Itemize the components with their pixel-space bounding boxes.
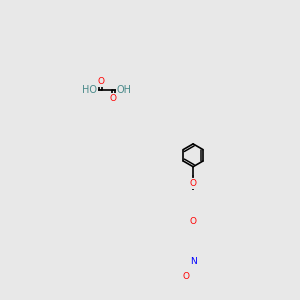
Text: O: O <box>183 272 190 281</box>
Text: OH: OH <box>116 85 131 95</box>
Text: N: N <box>190 257 196 266</box>
Text: O: O <box>190 179 196 188</box>
Text: O: O <box>110 94 117 103</box>
Text: O: O <box>190 217 196 226</box>
Text: HO: HO <box>82 85 97 95</box>
Text: N: N <box>190 257 196 266</box>
Text: O: O <box>97 76 104 85</box>
